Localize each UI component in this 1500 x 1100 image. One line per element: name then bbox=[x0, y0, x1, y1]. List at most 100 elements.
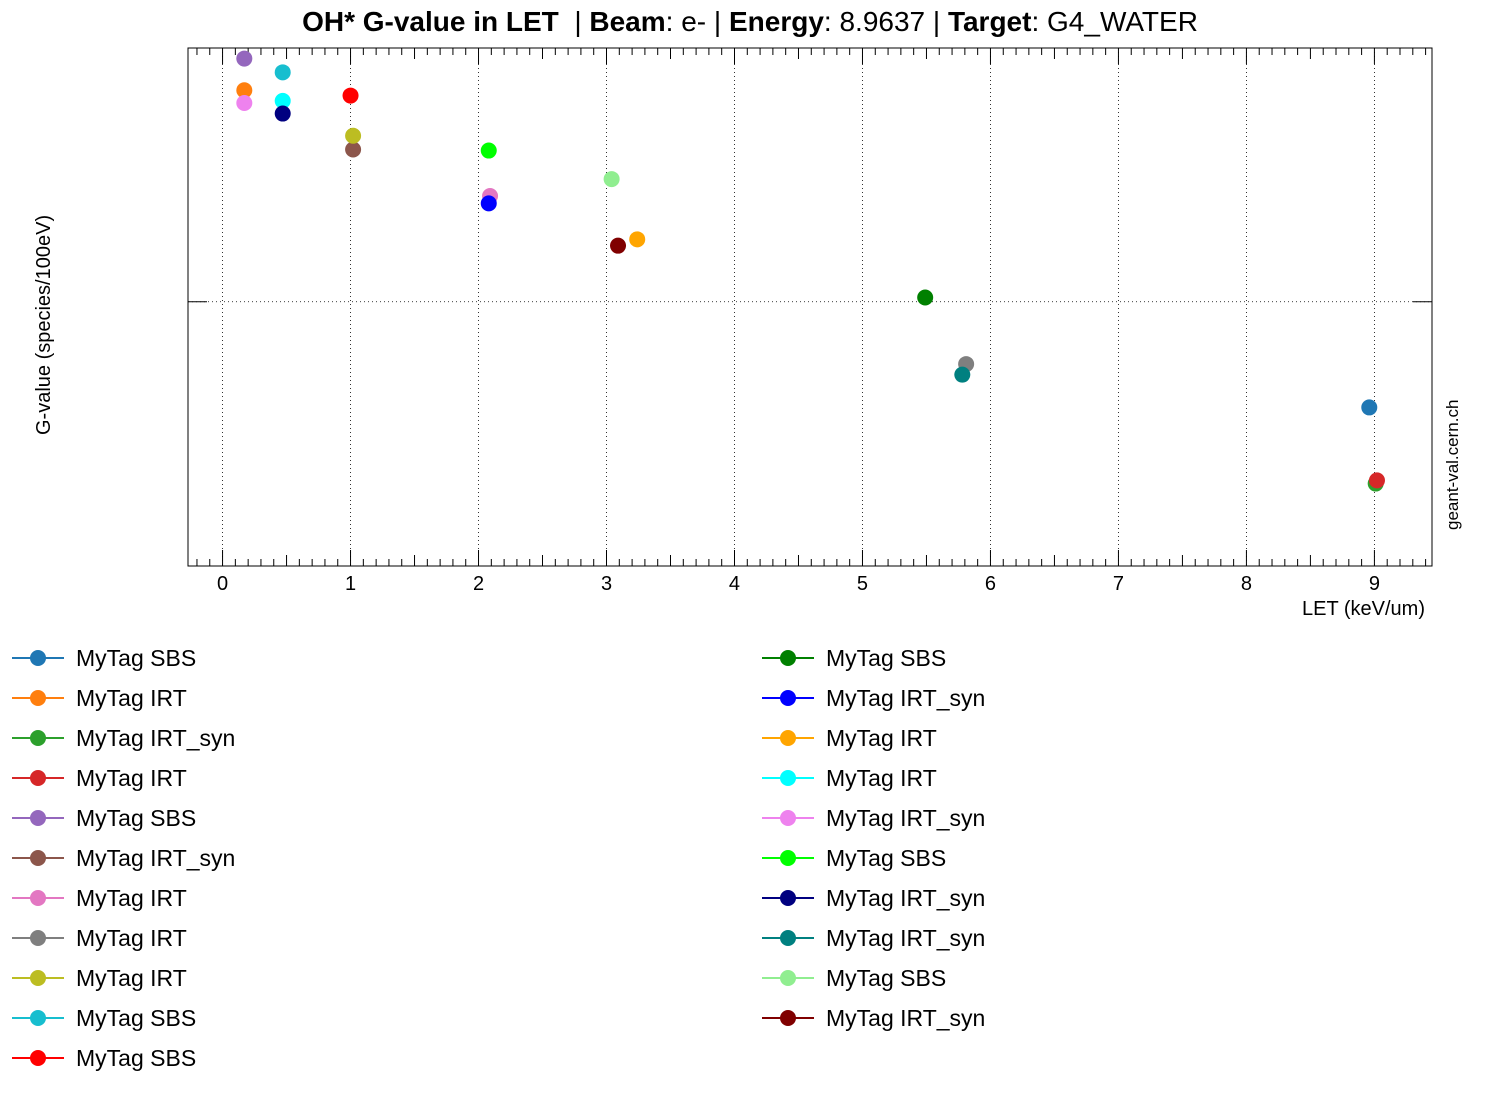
legend-marker-icon bbox=[762, 650, 814, 666]
legend-marker-icon bbox=[762, 1010, 814, 1026]
data-point bbox=[342, 87, 359, 104]
legend-marker-icon bbox=[12, 650, 64, 666]
legend-marker-icon bbox=[12, 890, 64, 906]
legend-dot bbox=[780, 690, 796, 706]
legend-marker-icon bbox=[762, 810, 814, 826]
plot-frame bbox=[187, 47, 1433, 567]
legend-label: MyTag IRT_syn bbox=[826, 804, 986, 831]
legend-dot bbox=[780, 770, 796, 786]
x-tick-label: 0 bbox=[217, 573, 228, 595]
data-point bbox=[954, 366, 971, 383]
data-point bbox=[345, 127, 362, 144]
legend-dot bbox=[780, 650, 796, 666]
legend-item: MyTag SBS bbox=[760, 960, 946, 996]
legend-dot bbox=[30, 1050, 46, 1066]
legend-dot bbox=[780, 1010, 796, 1026]
legend-label: MyTag IRT bbox=[76, 764, 187, 791]
data-point bbox=[629, 231, 646, 248]
title-main: OH* G-value in LET bbox=[302, 6, 559, 37]
legend-label: MyTag SBS bbox=[76, 644, 197, 671]
legend-marker-icon bbox=[762, 970, 814, 986]
x-tick-label: 9 bbox=[1369, 573, 1380, 595]
data-point bbox=[603, 171, 620, 188]
legend-marker-icon bbox=[12, 1010, 64, 1026]
data-point bbox=[236, 82, 253, 99]
legend-marker-icon bbox=[12, 850, 64, 866]
legend-dot bbox=[30, 970, 46, 986]
legend-label: MyTag IRT bbox=[826, 764, 937, 791]
energy-label: Energy bbox=[728, 6, 824, 37]
x-axis-label: LET (keV/um) bbox=[1302, 598, 1425, 620]
legend-dot bbox=[780, 970, 796, 986]
x-tick-label: 2 bbox=[473, 573, 484, 595]
x-tick-label: 4 bbox=[729, 573, 740, 595]
legend-dot bbox=[780, 850, 796, 866]
legend-label: MyTag SBS bbox=[826, 844, 947, 871]
legend-label: MyTag IRT bbox=[76, 884, 187, 911]
axes: 0 1 2 3 4 5 6 7 8 9 bbox=[187, 47, 1433, 595]
x-tick-label: 1 bbox=[345, 573, 356, 595]
legend-item: MyTag SBS bbox=[760, 640, 946, 676]
legend-item: MyTag SBS bbox=[10, 1040, 196, 1076]
legend-dot bbox=[30, 650, 46, 666]
legend-marker-icon bbox=[762, 770, 814, 786]
x-tick-label: 5 bbox=[857, 573, 868, 595]
y-axis-label: G-value (species/100eV) bbox=[33, 215, 55, 435]
legend-item: MyTag IRT_syn bbox=[760, 1000, 985, 1036]
legend-marker-icon bbox=[762, 930, 814, 946]
legend-dot bbox=[30, 730, 46, 746]
data-point bbox=[236, 50, 253, 67]
beam-value: e- bbox=[681, 6, 707, 37]
data-points bbox=[236, 50, 1385, 492]
legend-marker-icon bbox=[12, 970, 64, 986]
legend-dot bbox=[30, 850, 46, 866]
legend-item: MyTag IRT_syn bbox=[760, 680, 985, 716]
legend-item: MyTag IRT_syn bbox=[760, 920, 985, 956]
legend-dot bbox=[30, 1010, 46, 1026]
legend-item: MyTag IRT bbox=[10, 680, 187, 716]
data-point bbox=[345, 141, 362, 158]
legend-item: MyTag SBS bbox=[760, 840, 946, 876]
legend-label: MyTag IRT bbox=[76, 964, 187, 991]
legend-label: MyTag SBS bbox=[76, 1044, 197, 1071]
legend-label: MyTag SBS bbox=[76, 804, 197, 831]
data-point bbox=[480, 142, 497, 159]
chart-title: OH* G-value in LET | Beam: e- | Energy: … bbox=[302, 6, 1198, 37]
data-point bbox=[917, 289, 934, 306]
legend-marker-icon bbox=[762, 890, 814, 906]
x-tick-label: 8 bbox=[1241, 573, 1252, 595]
data-point bbox=[1368, 472, 1385, 489]
legend-marker-icon bbox=[762, 850, 814, 866]
data-point bbox=[610, 237, 627, 254]
target-value: G4_WATER bbox=[1047, 6, 1198, 37]
legend-label: MyTag IRT_syn bbox=[76, 844, 236, 871]
legend-item: MyTag IRT bbox=[10, 960, 187, 996]
legend-label: MyTag SBS bbox=[826, 644, 947, 671]
legend-item: MyTag IRT bbox=[760, 720, 937, 756]
legend-item: MyTag IRT_syn bbox=[760, 880, 985, 916]
legend-label: MyTag SBS bbox=[76, 1004, 197, 1031]
legend-marker-icon bbox=[12, 1050, 64, 1066]
data-point bbox=[480, 195, 497, 212]
legend-dot bbox=[30, 770, 46, 786]
legend-item: MyTag SBS bbox=[10, 1000, 196, 1036]
legend-label: MyTag IRT_syn bbox=[826, 884, 986, 911]
legend-item: MyTag IRT bbox=[760, 760, 937, 796]
legend-label: MyTag IRT_syn bbox=[826, 924, 986, 951]
energy-value: 8.9637 bbox=[839, 6, 926, 37]
legend-marker-icon bbox=[12, 770, 64, 786]
legend-marker-icon bbox=[12, 930, 64, 946]
legend-item: MyTag IRT bbox=[10, 920, 187, 956]
legend-item: MyTag IRT bbox=[10, 760, 187, 796]
watermark-text: geant-val.cern.ch bbox=[1443, 400, 1462, 530]
legend-item: MyTag SBS bbox=[10, 640, 196, 676]
legend-label: MyTag IRT_syn bbox=[826, 684, 986, 711]
legend-dot bbox=[30, 690, 46, 706]
legend-item: MyTag SBS bbox=[10, 800, 196, 836]
legend-label: MyTag IRT bbox=[76, 924, 187, 951]
legend-item: MyTag IRT_syn bbox=[10, 840, 235, 876]
legend-item: MyTag IRT bbox=[10, 880, 187, 916]
legend-dot bbox=[780, 730, 796, 746]
target-label: Target bbox=[947, 6, 1032, 37]
legend-marker-icon bbox=[12, 690, 64, 706]
